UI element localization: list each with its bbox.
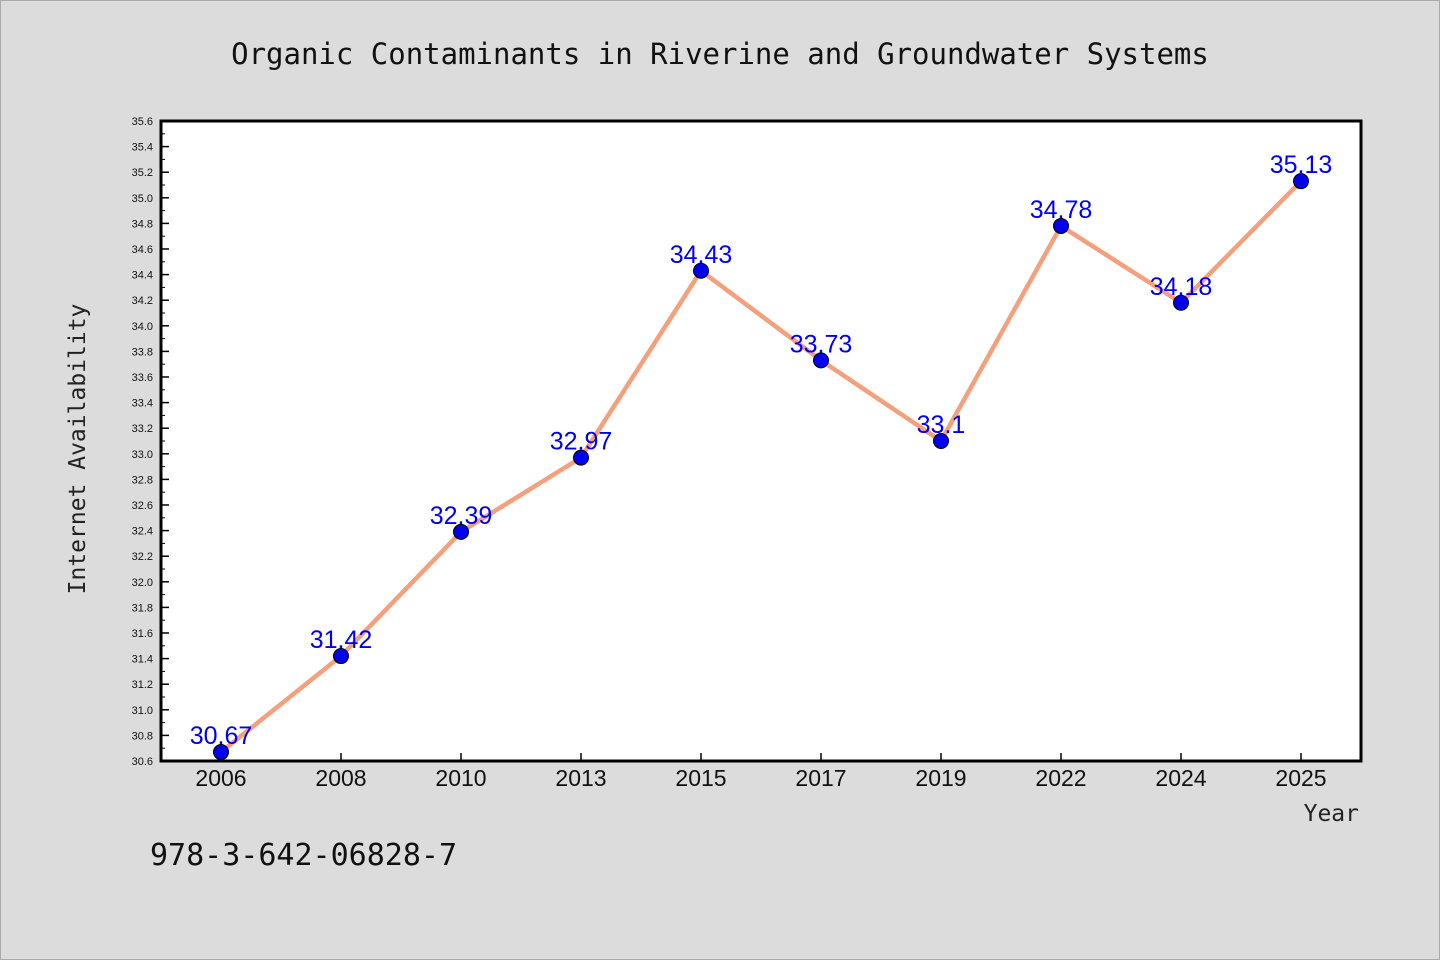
y-tick-label: 30.8 — [132, 730, 153, 742]
x-axis-label: Year — [1304, 801, 1359, 827]
y-tick-label: 34.4 — [132, 270, 153, 282]
plot-frame — [159, 119, 1363, 763]
data-label: 31.42 — [310, 626, 373, 654]
y-axis-label: Internet Availability — [65, 304, 91, 595]
x-tick-label: 2022 — [1035, 765, 1086, 791]
data-label: 32.39 — [430, 502, 493, 530]
x-tick-label: 2024 — [1155, 765, 1206, 791]
data-point — [693, 262, 709, 279]
y-tick-label: 31.2 — [132, 679, 153, 691]
y-tick-label: 32.4 — [132, 526, 153, 538]
data-label: 35.13 — [1270, 151, 1333, 179]
footer-code: 978-3-642-06828-7 — [150, 838, 457, 873]
y-tick-label: 32.8 — [132, 474, 153, 486]
x-tick-label: 2013 — [555, 765, 606, 791]
x-tick-label: 2025 — [1275, 765, 1326, 791]
data-label: 34.18 — [1150, 273, 1213, 301]
data-point — [933, 433, 949, 449]
y-axis: 30.6 30.8 31.0 31.2 31.4 31.6 31.8 32.0 32.2 32.4… — [132, 116, 169, 768]
y-tick-label: 34.2 — [132, 295, 153, 307]
x-tick-label: 2019 — [915, 765, 966, 791]
y-tick-label: 31.0 — [132, 705, 153, 717]
x-axis: 2006 2008 2010 2013 2015 2017 2019 2022 2024 2025 — [195, 753, 1327, 791]
y-tick-label: 33.8 — [132, 346, 153, 358]
series-markers — [213, 173, 1309, 761]
data-point — [573, 449, 589, 466]
data-point — [1053, 217, 1069, 234]
data-label: 32.97 — [550, 428, 613, 456]
y-tick-label: 32.6 — [132, 500, 153, 512]
x-tick-label: 2006 — [195, 765, 246, 791]
y-tick-label: 31.4 — [132, 654, 153, 666]
chart-title: Organic Contaminants in Riverine and Gro… — [231, 37, 1209, 71]
y-tick-label: 32.0 — [132, 577, 153, 589]
x-tick-label: 2010 — [435, 765, 486, 791]
y-tick-label: 33.0 — [132, 449, 153, 461]
y-tick-label: 35.6 — [132, 116, 153, 128]
y-tick-label: 34.8 — [132, 218, 153, 230]
y-tick-label: 31.8 — [132, 602, 153, 614]
data-labels: 30.67 31.42 32.39 32.97 34.43 33.73 33.1 34.78 3… — [190, 151, 1333, 750]
data-point — [453, 523, 469, 540]
data-label: 33.73 — [790, 330, 853, 358]
y-tick-label: 35.4 — [132, 142, 153, 154]
series-line — [218, 178, 1304, 755]
y-tick-label: 31.6 — [132, 628, 153, 640]
y-tick-label: 30.6 — [132, 756, 153, 768]
data-point — [333, 648, 349, 665]
data-point — [1173, 294, 1189, 311]
plot-area — [161, 121, 1361, 761]
data-label: 34.78 — [1030, 196, 1093, 224]
x-tick-label: 2015 — [675, 765, 726, 791]
y-tick-label: 35.2 — [132, 167, 153, 179]
x-tick-label: 2017 — [795, 765, 846, 791]
y-tick-label: 33.2 — [132, 423, 153, 435]
data-label: 33.1 — [917, 411, 966, 439]
data-label: 30.67 — [190, 722, 253, 750]
y-tick-label: 34.6 — [132, 244, 153, 256]
x-tick-label: 2008 — [315, 765, 366, 791]
data-label: 34.43 — [670, 241, 733, 269]
y-tick-label: 34.0 — [132, 321, 153, 333]
y-tick-label: 35.0 — [132, 193, 153, 205]
y-tick-label: 33.4 — [132, 398, 153, 410]
y-tick-label: 33.6 — [132, 372, 153, 384]
data-point — [813, 352, 829, 369]
data-point — [1293, 173, 1309, 190]
y-tick-label: 32.2 — [132, 551, 153, 563]
